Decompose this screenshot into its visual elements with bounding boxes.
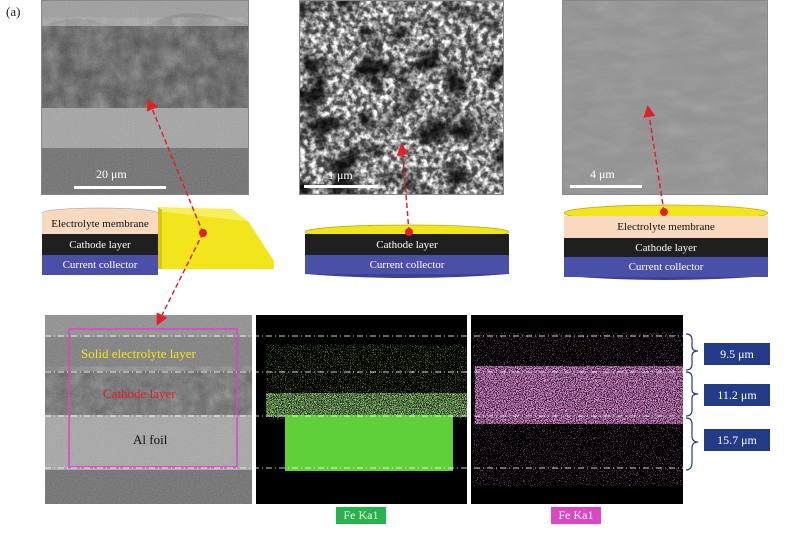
eds-map-magenta-graphic (491, 345, 669, 473)
thickness-foil: 15.7 μm (704, 429, 770, 451)
stack1-membrane-layer: Electrolyte membrane (42, 213, 158, 234)
scale-label: 4 μm (590, 167, 615, 181)
eds-map-magenta (471, 315, 683, 504)
sem-membrane-surface-image: 4 μm (562, 0, 768, 195)
eds-map-green (256, 315, 467, 504)
solid-electrolyte-label: Solid electrolyte layer (81, 346, 196, 361)
panel-label: (a) (6, 4, 21, 19)
map2-caption: Fe Ka1 (551, 507, 601, 524)
scale-bar (74, 186, 166, 189)
layer-stack-cathode: Cathode layer Current collector (305, 222, 509, 278)
stack1-collector-layer: Current collector (42, 255, 158, 275)
thickness-electrolyte: 9.5 μm (704, 343, 770, 365)
sem-cross-section-graphic (42, 1, 248, 194)
sem-membrane-graphic (563, 1, 767, 194)
stack3-membrane-layer: Electrolyte membrane (564, 216, 768, 238)
cathode-layer-label: Cathode layer (103, 386, 176, 401)
sem-cathode-surface-image: 1 μm (299, 0, 504, 195)
cross-section-sem-image: Solid electrolyte layer Cathode layer Al… (45, 315, 252, 504)
stack2-cathode-layer: Cathode layer (305, 234, 509, 255)
map1-caption: Fe Ka1 (336, 507, 386, 524)
scale-bar (304, 185, 378, 188)
scale-label: 1 μm (328, 168, 353, 182)
stack3-cathode-layer: Cathode layer (564, 238, 768, 257)
al-foil-label: Al foil (133, 432, 168, 447)
sem-cross-section-image: 20 μm (41, 0, 249, 195)
sem-cathode-graphic (300, 1, 503, 194)
layer-stack-cutaway: Electrolyte membrane Cathode layer Curre… (42, 205, 274, 277)
thickness-braces (685, 333, 699, 471)
scale-bar (570, 185, 642, 188)
stack1-cathode-layer: Cathode layer (42, 234, 158, 255)
thickness-cathode: 11.2 μm (704, 384, 770, 406)
stack2-collector-layer: Current collector (305, 255, 509, 274)
layer-stack-membrane: Electrolyte membrane Cathode layer Curre… (564, 202, 768, 280)
eds-map-green-graphic (283, 351, 453, 471)
stack3-collector-layer: Current collector (564, 257, 768, 277)
layer-guide-lines (45, 335, 690, 469)
cross-section-graphic (45, 315, 252, 504)
scale-label: 20 μm (96, 167, 127, 181)
